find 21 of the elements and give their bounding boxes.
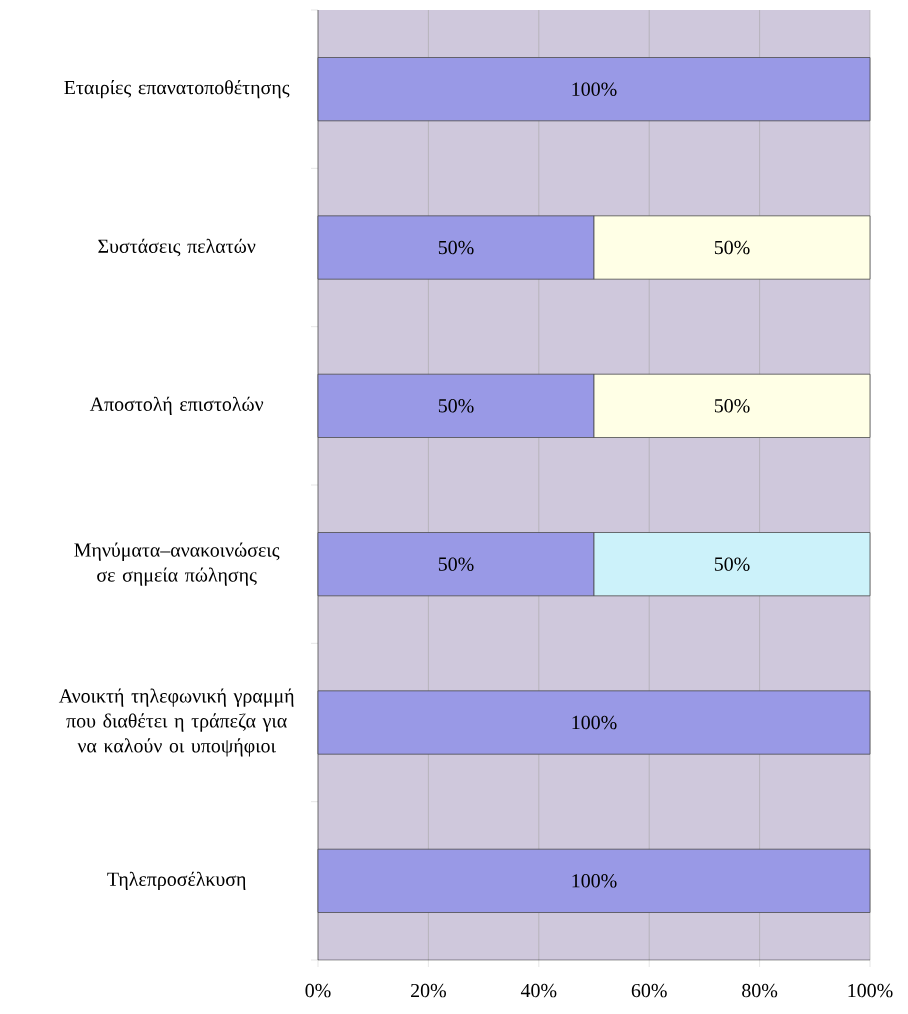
x-tick-label: 100% [848,983,893,998]
data-label: 50% [714,399,750,413]
data-label: 100% [572,874,617,888]
x-tick-label: 60% [631,983,667,998]
y-tick-label: Εταιρίες επανατοποθέτησης [64,80,290,99]
x-tick-label: 40% [520,983,557,998]
y-tick-label: Αποστολή επιστολών [89,396,264,415]
data-label: 100% [572,82,617,96]
data-label: 50% [438,399,474,413]
x-tick-label: 20% [411,983,446,998]
data-label: 50% [438,557,474,571]
x-tick-label: 0% [305,983,331,998]
data-label: 50% [714,240,750,255]
data-label: 100% [572,715,617,730]
data-label: 50% [714,557,750,571]
y-tick-label: Ανοικτή τηλεφωνική γραμμή που διαθέτει η τράπεζα για να καλούν οι υποψήφιοι [58,688,294,757]
y-tick-label: Συστάσεις πελατών [98,238,256,257]
x-tick-label: 80% [742,983,778,998]
data-label: 50% [438,240,474,255]
y-tick-label: Τηλεπροσέλκυση [107,871,246,890]
y-tick-label: Μηνύματα–ανακοινώσεις σε σημεία πώλησης [74,542,280,586]
